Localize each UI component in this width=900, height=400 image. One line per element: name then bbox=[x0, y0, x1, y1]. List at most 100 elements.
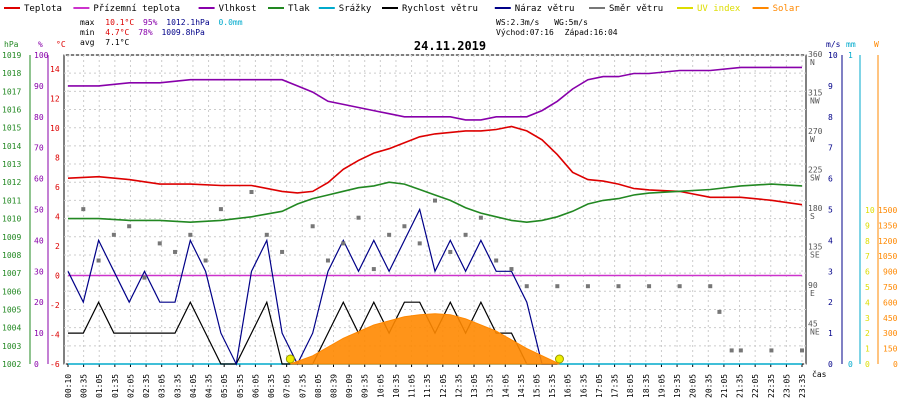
uv-tick-label: 9 bbox=[865, 221, 870, 230]
pressure-tick-label: 1014 bbox=[2, 142, 21, 151]
stats-hum-min: 78% bbox=[138, 28, 153, 37]
temperature-tick-label: 4 bbox=[55, 213, 60, 222]
sunset-value: Západ:16:04 bbox=[564, 28, 618, 37]
solar-tick-label: 0 bbox=[893, 360, 898, 369]
x-tick-label: 23:05 bbox=[782, 374, 791, 398]
x-tick-label: 12:35 bbox=[454, 374, 463, 398]
x-tick-label: 00:35 bbox=[80, 374, 89, 398]
stats-temp-max: 10.1°C bbox=[105, 18, 135, 27]
pressure-tick-label: 1008 bbox=[2, 251, 21, 260]
solar-tick-label: 1050 bbox=[878, 252, 897, 261]
pressure-tick-label: 1012 bbox=[2, 178, 21, 187]
uv-point bbox=[285, 354, 295, 364]
pressure-tick-label: 1006 bbox=[2, 287, 21, 296]
wind-direction-point bbox=[555, 284, 560, 289]
wind-tick-label: 4 bbox=[828, 236, 833, 245]
x-tick-label: 07:35 bbox=[298, 374, 307, 398]
legend-label-2: Vlhkost bbox=[219, 4, 257, 14]
direction-tick-degree: 270 bbox=[808, 127, 823, 136]
humidity-tick-label: 60 bbox=[34, 175, 44, 184]
wind-direction-point bbox=[463, 232, 468, 237]
legend-label-6: Náraz větru bbox=[515, 4, 575, 14]
pressure-tick-label: 1003 bbox=[2, 342, 21, 351]
x-tick-label: 21:05 bbox=[720, 374, 729, 398]
x-tick-label: 22:35 bbox=[767, 374, 776, 398]
solar-tick-label: 1350 bbox=[878, 221, 897, 230]
temperature-tick-label: -2 bbox=[50, 301, 60, 310]
legend-label-9: Solar bbox=[773, 4, 801, 14]
wind-direction-point bbox=[729, 348, 734, 353]
pressure-tick-label: 1017 bbox=[2, 87, 21, 96]
pressure-tick-label: 1013 bbox=[2, 160, 21, 169]
pressure-tick-label: 1004 bbox=[2, 324, 21, 333]
pressure-tick-label: 1002 bbox=[2, 360, 21, 369]
direction-tick-letter: NE bbox=[810, 328, 820, 337]
x-tick-label: 21:35 bbox=[736, 374, 745, 398]
stats-temp-avg: 7.1°C bbox=[105, 38, 130, 47]
wind-tick-label: 8 bbox=[828, 113, 833, 122]
x-tick-label: 04:35 bbox=[205, 374, 214, 398]
pressure-tick-label: 1009 bbox=[2, 233, 21, 242]
wind-direction-point bbox=[188, 232, 193, 237]
rain-axis-unit: mm bbox=[846, 40, 856, 49]
uv-tick-label: 3 bbox=[865, 314, 870, 323]
x-tick-label: 17:05 bbox=[595, 374, 604, 398]
stats-avg-label: avg bbox=[80, 38, 95, 47]
x-tick-label: 11:35 bbox=[423, 374, 432, 398]
humidity-tick-label: 10 bbox=[34, 329, 44, 338]
wind-direction-point bbox=[371, 267, 376, 272]
pressure-tick-label: 1007 bbox=[2, 269, 21, 278]
series-vlhkost-line bbox=[68, 66, 802, 121]
x-tick-label: 10:35 bbox=[392, 374, 401, 398]
wind-direction-point bbox=[800, 348, 804, 353]
wind-direction-point bbox=[494, 258, 499, 263]
wind-direction-point bbox=[203, 258, 208, 263]
solar-tick-label: 1200 bbox=[878, 237, 897, 246]
x-tick-label: 14:35 bbox=[517, 374, 526, 398]
temperature-tick-label: 14 bbox=[50, 65, 60, 74]
wind-direction-point bbox=[402, 224, 407, 229]
wind-tick-label: 0 bbox=[828, 360, 833, 369]
humidity-tick-label: 90 bbox=[34, 82, 44, 91]
stats-avg-row: avg 7.1°C bbox=[80, 38, 243, 48]
wind-direction-point bbox=[249, 190, 254, 195]
direction-tick-letter: NW bbox=[810, 97, 820, 106]
stats-press-min: 1009.8hPa bbox=[161, 28, 205, 37]
humidity-tick-label: 50 bbox=[34, 206, 44, 215]
x-tick-label: 19:35 bbox=[673, 374, 682, 398]
wind-direction-point bbox=[738, 348, 743, 353]
wind-direction-point bbox=[356, 215, 361, 220]
temperature-tick-label: -4 bbox=[50, 331, 60, 340]
chart-title: 24.11.2019 bbox=[413, 39, 487, 53]
temperature-tick-label: 12 bbox=[50, 95, 60, 104]
wind-direction-point bbox=[433, 198, 437, 203]
x-tick-label: 09:09 bbox=[345, 374, 354, 398]
legend-label-3: Tlak bbox=[288, 4, 310, 14]
x-tick-label: 01:35 bbox=[111, 374, 120, 398]
temperature-tick-label: 8 bbox=[55, 154, 60, 163]
x-tick-label: 16:05 bbox=[564, 374, 573, 398]
x-tick-label: 06:05 bbox=[251, 374, 260, 398]
uv-tick-label: 0 bbox=[865, 360, 870, 369]
wind-direction-point bbox=[448, 249, 453, 254]
uv-tick-label: 1 bbox=[865, 345, 870, 354]
direction-tick-degree: 360 bbox=[808, 50, 823, 59]
sunrise-value: Východ:07:16 bbox=[496, 28, 554, 37]
x-tick-label: 16:35 bbox=[579, 374, 588, 398]
humidity-axis-unit: % bbox=[38, 40, 43, 49]
rain-tick-label: 1 bbox=[848, 51, 853, 60]
wind-direction-point bbox=[478, 215, 483, 220]
wind-direction-point bbox=[341, 241, 346, 246]
x-tick-label: 18:05 bbox=[626, 374, 635, 398]
rain-tick-label: 0 bbox=[848, 360, 853, 369]
solar-tick-label: 1500 bbox=[878, 206, 897, 215]
temperature-tick-label: 0 bbox=[55, 272, 60, 281]
direction-tick-degree: 90 bbox=[808, 281, 818, 290]
wind-axis-unit: m/s bbox=[826, 40, 841, 49]
legend-label-8: UV index bbox=[697, 4, 741, 14]
series-solar-area bbox=[290, 313, 560, 365]
humidity-tick-label: 80 bbox=[34, 113, 44, 122]
solar-tick-label: 150 bbox=[883, 345, 898, 354]
wind-tick-label: 3 bbox=[828, 267, 833, 276]
